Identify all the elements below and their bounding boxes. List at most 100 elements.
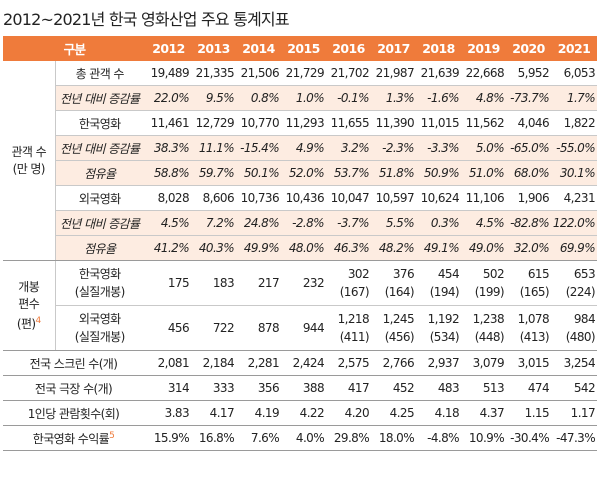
header-year: 2021	[551, 36, 597, 61]
cell-value: -55.0%	[551, 135, 597, 161]
row-label: 한국영화	[55, 110, 146, 136]
table-row: 1인당 관람횟수(회) 3.83 4.17 4.19 4.22 4.20 4.25 4.18 4…	[3, 400, 597, 426]
cell-value: 1,192 (534)	[416, 305, 461, 351]
cell-value: 4.9%	[281, 135, 326, 161]
cell-main: 502	[482, 267, 505, 281]
cell-value: 513	[461, 375, 506, 401]
cell-value: 11,015	[416, 110, 461, 136]
cell-value: 53.7%	[326, 160, 371, 186]
cell-value: -65.0%	[506, 135, 551, 161]
cell-main: 944	[302, 321, 325, 335]
cell-value: 2,081	[146, 350, 191, 376]
cell-value: 722	[191, 305, 236, 351]
table-row: 한국영화 수익률5 15.9% 16.8% 7.6% 4.0% 29.8% 18.0% -4.…	[3, 425, 597, 451]
header-gubun: 구분	[3, 36, 146, 61]
cell-value: 6,053	[551, 61, 597, 86]
cell-sub: (413)	[519, 330, 550, 344]
cell-value: 984 (480)	[551, 305, 597, 351]
cell-main: 175	[167, 276, 190, 290]
cell-value: 8,028	[146, 185, 191, 211]
cell-value: 9.5%	[191, 85, 236, 111]
cell-value: 19,489	[146, 61, 191, 86]
row-label: 외국영화 (실질개봉)	[55, 305, 146, 351]
table-row: 점유율 41.2% 40.3% 49.9% 48.0% 46.3% 48.2% 49.1% 49…	[3, 235, 597, 261]
cell-value: 175	[146, 260, 191, 306]
cell-value: 10,624	[416, 185, 461, 211]
cell-value: 16.8%	[191, 425, 236, 451]
cell-value: 4.37	[461, 400, 506, 426]
table-row: 외국영화 8,028 8,606 10,736 10,436 10,047 10,597 10…	[3, 185, 597, 211]
cell-main: 615	[527, 267, 550, 281]
cell-value: -3.7%	[326, 210, 371, 236]
header-year: 2017	[371, 36, 416, 61]
row-label-sub: (실질개봉)	[74, 285, 126, 299]
cell-value: 48.0%	[281, 235, 326, 261]
header-year: 2012	[146, 36, 191, 61]
cell-value: 1,245 (456)	[371, 305, 416, 351]
cell-main: 1,218	[337, 312, 370, 326]
cell-value: -3.3%	[416, 135, 461, 161]
cell-sub: (448)	[474, 330, 505, 344]
footnote-mark: 5	[109, 430, 115, 441]
cell-sub: (167)	[339, 285, 370, 299]
cell-value: 1,822	[551, 110, 597, 136]
cell-value: 1,218 (411)	[326, 305, 371, 351]
row-label: 점유율	[55, 235, 146, 261]
cell-value: 5.5%	[371, 210, 416, 236]
cell-value: 333	[191, 375, 236, 401]
cell-main: 217	[257, 276, 280, 290]
cell-value: 2,937	[416, 350, 461, 376]
cell-value: 11,461	[146, 110, 191, 136]
cell-value: 3.83	[146, 400, 191, 426]
cell-main: 183	[212, 276, 235, 290]
cell-value: 4.17	[191, 400, 236, 426]
cell-sub: (164)	[384, 285, 415, 299]
cell-value: 30.1%	[551, 160, 597, 186]
cell-value: -15.4%	[236, 135, 281, 161]
cell-sub: (194)	[429, 285, 460, 299]
row-label: 전국 스크린 수(개)	[3, 350, 146, 376]
cell-value: 4.5%	[146, 210, 191, 236]
row-label: 외국영화	[55, 185, 146, 211]
row-label: 총 관객 수	[55, 61, 146, 86]
cell-sub: (165)	[519, 285, 550, 299]
cell-value: 58.8%	[146, 160, 191, 186]
cell-value: 944	[281, 305, 326, 351]
cell-value: 4.5%	[461, 210, 506, 236]
header-year: 2019	[461, 36, 506, 61]
cell-value: 1.17	[551, 400, 597, 426]
cell-value: 456	[146, 305, 191, 351]
cell-value: 2,766	[371, 350, 416, 376]
cell-value: -47.3%	[551, 425, 597, 451]
row-label-main: 한국영화	[78, 267, 121, 281]
cell-main: 454	[437, 267, 460, 281]
cell-value: 18.0%	[371, 425, 416, 451]
cell-main: 456	[167, 321, 190, 335]
header-year: 2016	[326, 36, 371, 61]
cell-sub: (456)	[384, 330, 415, 344]
category-label: 개봉	[18, 279, 40, 294]
cell-value: 4.18	[416, 400, 461, 426]
cell-main: 302	[347, 267, 370, 281]
category-label: 편수	[18, 296, 40, 311]
table-row: 전년 대비 증감률 4.5% 7.2% 24.8% -2.8% -3.7% 5.5% 0.3%…	[3, 210, 597, 236]
row-label: 한국영화 수익률5	[3, 425, 146, 451]
header-year: 2013	[191, 36, 236, 61]
table-row: 한국영화 11,461 12,729 10,770 11,293 11,655 11,390…	[3, 110, 597, 136]
cell-value: 21,987	[371, 61, 416, 86]
cell-value: 40.3%	[191, 235, 236, 261]
cell-value: 2,281	[236, 350, 281, 376]
cell-main: 1,245	[382, 312, 415, 326]
footnote-mark: 4	[35, 315, 41, 326]
cell-value: 8,606	[191, 185, 236, 211]
cell-value: 5.0%	[461, 135, 506, 161]
category-release: 개봉 편수 (편)4	[3, 260, 56, 351]
statistics-table: 구분 2012 2013 2014 2015 2016 2017 2018 20…	[3, 36, 597, 451]
cell-main: 653	[573, 267, 596, 281]
cell-value: 10,597	[371, 185, 416, 211]
cell-value: 21,639	[416, 61, 461, 86]
cell-value: 3.2%	[326, 135, 371, 161]
header-row: 구분 2012 2013 2014 2015 2016 2017 2018 20…	[3, 36, 597, 61]
cell-value: 542	[551, 375, 597, 401]
cell-value: 4,231	[551, 185, 597, 211]
